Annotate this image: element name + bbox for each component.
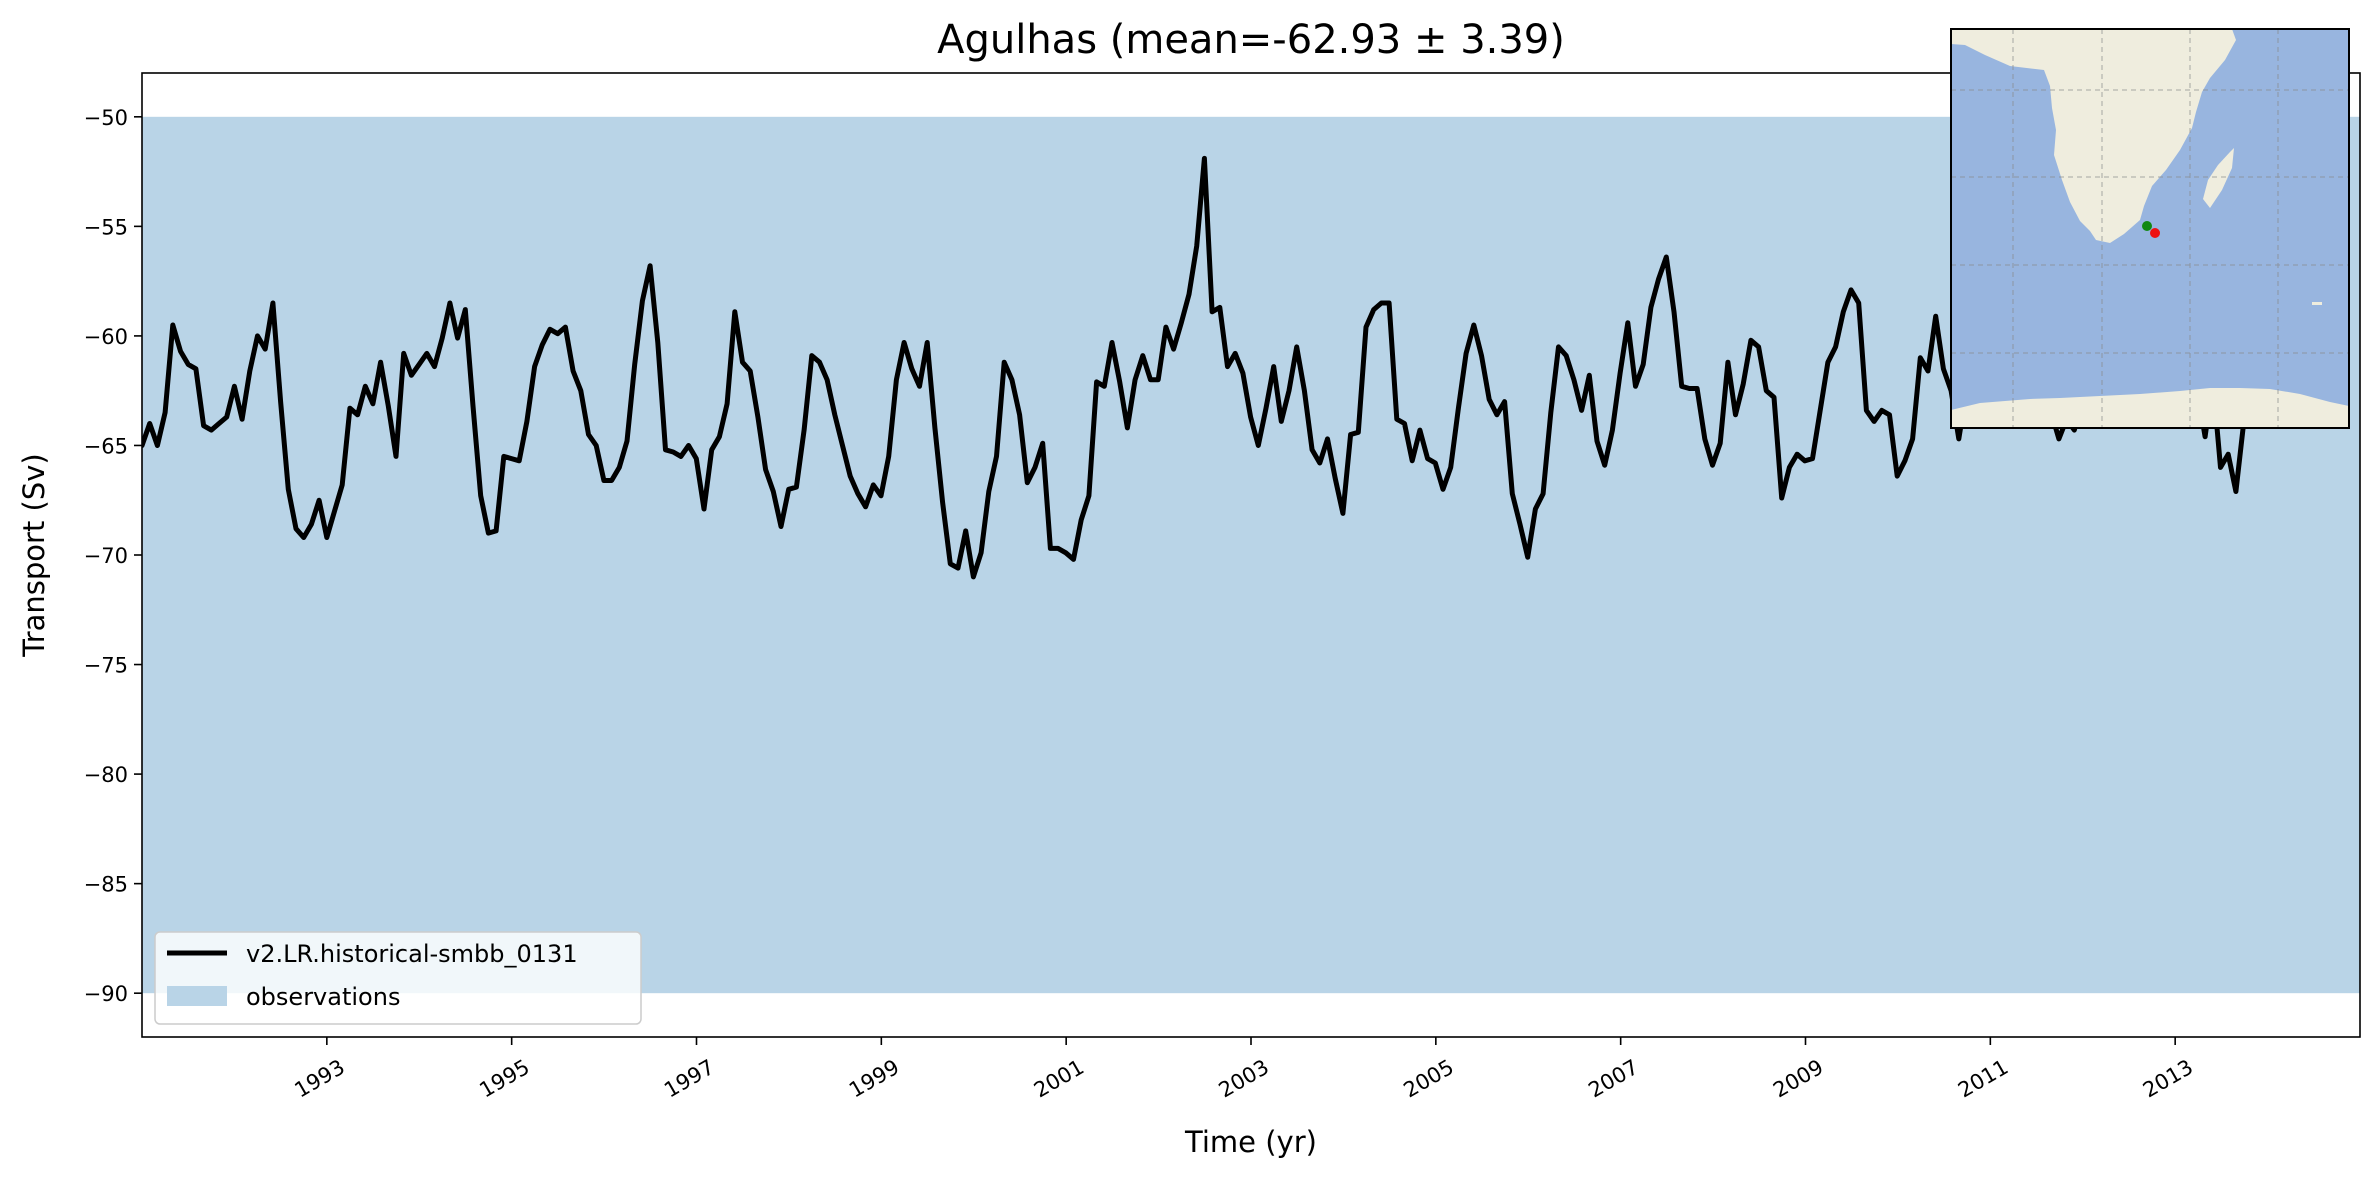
y-tick-label: −85 (84, 873, 128, 897)
legend-series-label: v2.LR.historical-smbb_0131 (246, 940, 578, 968)
legend-observations-label: observations (246, 983, 400, 1011)
y-tick-label: −55 (84, 215, 128, 239)
x-tick-label: 2009 (1769, 1055, 1827, 1103)
inset-africa-land (1951, 29, 2236, 243)
y-tick-label: −80 (84, 763, 128, 787)
x-tick-label: 1993 (290, 1055, 348, 1103)
x-tick-label: 2013 (2139, 1055, 2197, 1103)
x-tick-label: 2005 (1399, 1055, 1457, 1103)
legend: v2.LR.historical-smbb_0131 observations (154, 931, 642, 1025)
x-tick-label: 1995 (475, 1055, 533, 1103)
legend-observations-swatch (167, 986, 227, 1006)
inset-frame (1950, 28, 2350, 429)
y-tick-label: −60 (84, 325, 128, 349)
chart-title: Agulhas (mean=-62.93 ± 3.39) (937, 17, 1565, 63)
y-tick-label: −75 (84, 654, 128, 678)
x-tick-label: 2003 (1215, 1055, 1273, 1103)
y-axis-ticks: −50 −55 −60 −65 −70 −75 −80 −85 −90 (84, 106, 142, 1006)
x-axis-ticks: 1993 1995 1997 1999 2001 2003 2005 2007 2009 2011… (290, 1037, 2197, 1102)
y-tick-label: −90 (84, 982, 128, 1006)
y-axis-label: Transport (Sv) (17, 453, 51, 658)
inset-marker-green (2142, 221, 2152, 231)
inset-gridlines (1951, 29, 2349, 428)
inset-island (2312, 302, 2322, 305)
inset-madagascar-land (2203, 148, 2234, 208)
x-tick-label: 2001 (1030, 1055, 1088, 1103)
x-axis-label: Time (yr) (1184, 1125, 1317, 1159)
y-tick-label: −50 (84, 106, 128, 130)
inset-map (1950, 28, 2350, 429)
inset-marker-red (2150, 228, 2160, 238)
y-tick-label: −70 (84, 544, 128, 568)
y-tick-label: −65 (84, 434, 128, 458)
x-tick-label: 1997 (660, 1055, 718, 1103)
inset-antarctica-land (1951, 388, 2349, 428)
series-line (142, 155, 2308, 580)
x-tick-label: 2007 (1584, 1055, 1642, 1103)
x-tick-label: 2011 (1954, 1055, 2012, 1103)
legend-box (154, 931, 642, 1025)
x-tick-label: 1999 (845, 1055, 903, 1103)
